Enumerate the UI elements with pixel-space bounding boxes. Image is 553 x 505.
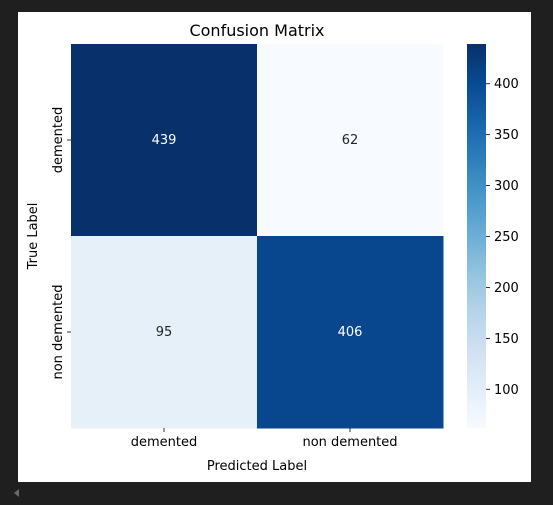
colorbar-tick-label: 100 xyxy=(494,383,519,398)
colorbar-tick-label: 150 xyxy=(494,332,519,347)
colorbar-tick-label: 250 xyxy=(494,230,519,245)
chart-figure: Confusion Matrix 439 62 95 406 demented non … xyxy=(18,12,531,482)
cell-value-label: 62 xyxy=(342,133,359,148)
colorbar-gradient xyxy=(467,44,486,428)
x-tick-label: demented xyxy=(131,435,198,450)
y-tick-label: demented xyxy=(51,107,66,174)
confusion-matrix-chart: Confusion Matrix 439 62 95 406 demented non … xyxy=(18,12,531,482)
colorbar-tick-label: 200 xyxy=(494,281,519,296)
cell-value-label: 406 xyxy=(338,325,363,340)
x-axis-label: Predicted Label xyxy=(207,459,307,474)
cell-value-label: 439 xyxy=(152,133,177,148)
chart-title: Confusion Matrix xyxy=(189,21,324,40)
x-tick-label: non demented xyxy=(302,435,397,450)
colorbar-tick-label: 300 xyxy=(494,179,519,194)
cell-value-label: 95 xyxy=(156,325,173,340)
colorbar-tick-label: 400 xyxy=(494,77,519,92)
scroll-left-arrow-icon[interactable] xyxy=(14,489,19,497)
y-tick-label: non demented xyxy=(51,284,66,379)
colorbar-tick-label: 350 xyxy=(494,128,519,143)
y-axis-label: True Label xyxy=(26,203,41,271)
